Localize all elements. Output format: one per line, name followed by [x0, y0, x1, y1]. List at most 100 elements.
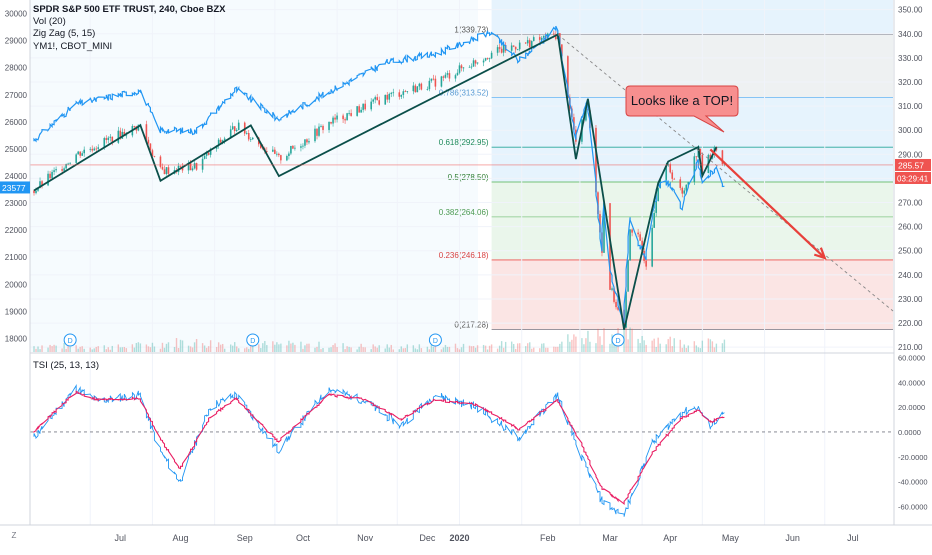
volume-bar [418, 344, 421, 352]
left-tick-label: 19000 [5, 307, 28, 316]
candle-body [221, 140, 224, 143]
volume-bar [336, 347, 338, 352]
candle-body [302, 145, 304, 147]
volume-bar [516, 343, 519, 352]
time-axis-label: Jun [785, 533, 800, 543]
left-tick-label: 25000 [5, 145, 28, 154]
fib-label-0.236[interactable]: 0.236(246.18) [439, 251, 489, 260]
volume-bars [33, 324, 726, 352]
main-legend: SPDR S&P 500 ETF TRUST, 240, Cboe BZX Vo… [33, 4, 226, 53]
volume-bar [581, 338, 583, 352]
candle-body [631, 229, 633, 233]
volume-bar [567, 334, 569, 352]
volume-bar [404, 348, 407, 352]
candle-body [617, 307, 619, 310]
price-lines [30, 25, 894, 330]
volume-bar [470, 346, 473, 352]
candle-body [595, 127, 597, 193]
candle-body [53, 170, 55, 172]
tsi-legend[interactable]: TSI (25, 13, 13) [33, 360, 100, 371]
candle-body [235, 129, 238, 132]
volume-bar [274, 344, 276, 352]
volume-bar [531, 348, 533, 352]
candle-body [454, 75, 457, 79]
time-axis-label: Jul [115, 533, 127, 543]
candle-body [83, 149, 85, 154]
fib-label-0.5[interactable]: 0.5(278.50) [448, 173, 489, 182]
volume-bar [721, 343, 724, 352]
legend-title[interactable]: SPDR S&P 500 ETF TRUST, 240, Cboe BZX [33, 4, 226, 15]
legend-volume[interactable]: Vol (20) [33, 16, 66, 28]
candle-body [314, 128, 316, 142]
volume-bar [39, 349, 41, 352]
candle-body [669, 164, 672, 173]
volume-bar [498, 345, 501, 352]
time-axis-label: Apr [663, 533, 677, 543]
volume-bar [223, 348, 226, 352]
legend-overlay[interactable]: YM1!, CBOT_MINI [33, 40, 113, 52]
volume-bar [484, 345, 487, 352]
candle-body [603, 203, 605, 253]
candle-body [125, 135, 128, 137]
candle-body [693, 156, 696, 182]
volume-bar [51, 346, 53, 352]
candle-body [39, 181, 41, 189]
volume-bar [35, 348, 37, 352]
volume-bar [300, 341, 302, 352]
candle-body [446, 73, 449, 75]
fib-label-0[interactable]: 0(217.28) [454, 321, 489, 330]
volume-bar [316, 346, 318, 352]
candle-body [145, 124, 148, 140]
legend-zigzag[interactable]: Zig Zag (5, 15) [33, 28, 96, 40]
volume-bar [318, 341, 320, 352]
time-axis-label: Nov [357, 533, 374, 543]
volume-bar [262, 343, 264, 352]
volume-bar [430, 344, 433, 352]
volume-bar [545, 347, 547, 352]
right-tick-label: 340.00 [898, 30, 923, 39]
candle-body [332, 117, 334, 124]
volume-bar [392, 349, 394, 352]
volume-bar [91, 349, 93, 352]
volume-bar [260, 348, 262, 352]
volume-bar [139, 343, 142, 352]
volume-bar [519, 343, 521, 352]
tsi-signal-line [33, 390, 725, 506]
candle-body [37, 188, 39, 191]
fib-label-0.618[interactable]: 0.618(292.95) [439, 138, 489, 147]
dividend-marker [611, 333, 625, 347]
volume-bar [372, 344, 374, 352]
volume-bar [482, 344, 485, 352]
volume-bar [486, 349, 489, 352]
candle-body [542, 35, 545, 38]
candle-body [486, 58, 489, 60]
fib-label-0.786[interactable]: 0.786(313.52) [439, 89, 489, 98]
callout-text[interactable]: Looks like a TOP! [631, 93, 733, 108]
volume-bar [272, 341, 274, 352]
volume-bar [173, 346, 176, 352]
annotations[interactable]: Looks like a TOP! D D D D [63, 85, 827, 347]
fib-label-1[interactable]: 1(339.73) [454, 25, 489, 34]
volume-bar [529, 342, 531, 352]
volume-bar [454, 343, 457, 352]
fib-label-0.382[interactable]: 0.382(264.06) [439, 208, 489, 217]
candle-body [306, 139, 308, 143]
candle-body [585, 109, 587, 121]
candle-body [328, 121, 330, 130]
volume-bar [181, 340, 184, 352]
candle-body [426, 89, 429, 90]
candle-body [344, 119, 346, 121]
volume-bar [358, 346, 360, 352]
volume-bar [707, 338, 710, 352]
fibonacci-retracement[interactable]: 1(339.73) 0.786(313.52) 0.618(292.95) 0.5(2… [439, 0, 893, 331]
candle-body [364, 103, 366, 110]
volume-bar [555, 346, 557, 352]
candle-body [67, 163, 69, 165]
candle-body [524, 42, 527, 44]
candle-body [430, 78, 433, 81]
left-tick-label: 21000 [5, 253, 28, 262]
volume-bar [264, 340, 266, 352]
candle-body [322, 125, 324, 130]
